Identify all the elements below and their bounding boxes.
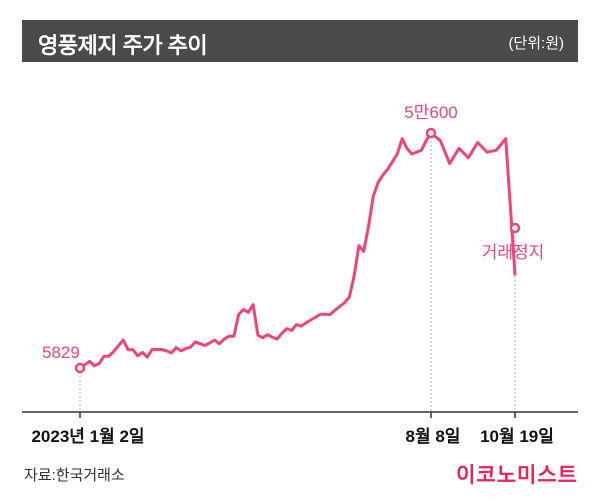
start-value-label: 5829: [42, 343, 80, 362]
unit-label: (단위:원): [508, 35, 564, 52]
peak-point-marker: [425, 127, 437, 139]
end-status-label: 거래정지: [482, 243, 545, 262]
peak-value-label: 5만600: [404, 103, 457, 122]
start-point-marker: [74, 362, 86, 374]
brand-logo: 이코노미스트: [456, 464, 578, 487]
end-point-marker: [509, 222, 521, 234]
chart-header: 영풍제지 주가 추이 (단위:원): [22, 20, 578, 62]
source-note: 자료:한국거래소: [24, 467, 125, 484]
x-tick-label-end: 10월 19일: [480, 427, 554, 446]
x-tick-label-peak: 8월 8일: [406, 427, 461, 446]
chart-title: 영풍제지 주가 추이: [38, 33, 208, 58]
x-tick-label-start: 2023년 1월 2일: [31, 427, 144, 446]
price-line: [78, 131, 517, 370]
